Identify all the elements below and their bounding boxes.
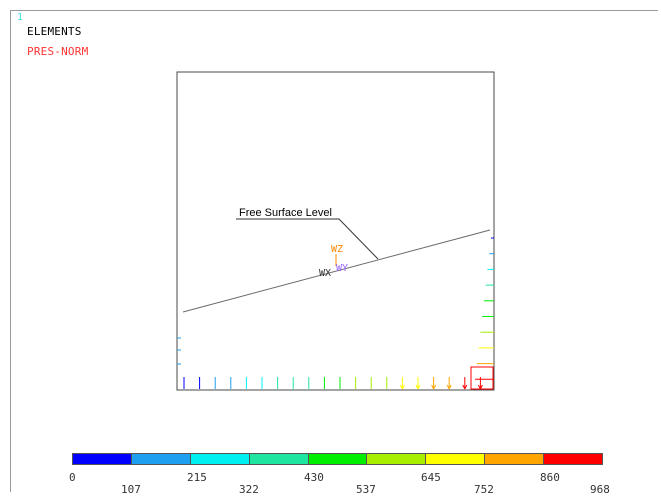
- pressure-arrow: [448, 384, 452, 390]
- pressure-arrow: [401, 384, 405, 390]
- contour-legend-bar: [72, 453, 603, 465]
- legend-segment: [131, 454, 191, 464]
- graphics-viewport[interactable]: [10, 10, 658, 492]
- pressure-arrow: [479, 384, 483, 390]
- triad-z-label: WZ: [331, 244, 343, 255]
- pressure-arrow: [477, 384, 481, 390]
- plot-type-label: ELEMENTS: [27, 25, 82, 38]
- legend-tick-upper: 430: [304, 471, 324, 484]
- legend-segment: [73, 454, 132, 464]
- pressure-arrow: [417, 384, 421, 390]
- legend-segment: [308, 454, 368, 464]
- annotation-leader: [236, 218, 379, 260]
- legend-segment: [249, 454, 309, 464]
- window-number: 1: [17, 12, 24, 23]
- pressure-arrow: [464, 384, 468, 390]
- legend-segment: [190, 454, 250, 464]
- legend-segment: [367, 454, 427, 464]
- legend-tick-lower: 968: [590, 483, 610, 496]
- pressure-arrow: [431, 384, 435, 390]
- free-surface-annotation: Free Surface Level: [239, 207, 332, 219]
- free-surface-line: [182, 229, 491, 313]
- legend-tick-upper: 860: [540, 471, 560, 484]
- legend-tick-lower: 752: [474, 483, 494, 496]
- working-plane-triad: WZ WX WY: [319, 244, 348, 279]
- load-type-label: PRES-NORM: [27, 45, 89, 58]
- legend-tick-lower: 107: [121, 483, 141, 496]
- legend-tick-upper: 0: [69, 471, 76, 484]
- pressure-arrows: [177, 237, 494, 390]
- pressure-arrow: [433, 384, 437, 390]
- corner-load-box: [470, 366, 494, 390]
- pressure-arrow: [415, 384, 419, 390]
- legend-tick-upper: 645: [421, 471, 441, 484]
- legend-segment: [544, 454, 603, 464]
- triad-x-label: WX: [319, 268, 331, 279]
- legend-tick-upper: 215: [187, 471, 207, 484]
- pressure-arrow: [399, 384, 403, 390]
- legend-segment: [485, 454, 545, 464]
- pressure-arrow: [462, 384, 466, 390]
- legend-tick-lower: 322: [239, 483, 259, 496]
- triad-y-label: WY: [336, 263, 348, 274]
- legend-tick-lower: 537: [356, 483, 376, 496]
- element-boundary: [176, 71, 495, 391]
- legend-segment: [426, 454, 486, 464]
- pressure-arrow: [446, 384, 450, 390]
